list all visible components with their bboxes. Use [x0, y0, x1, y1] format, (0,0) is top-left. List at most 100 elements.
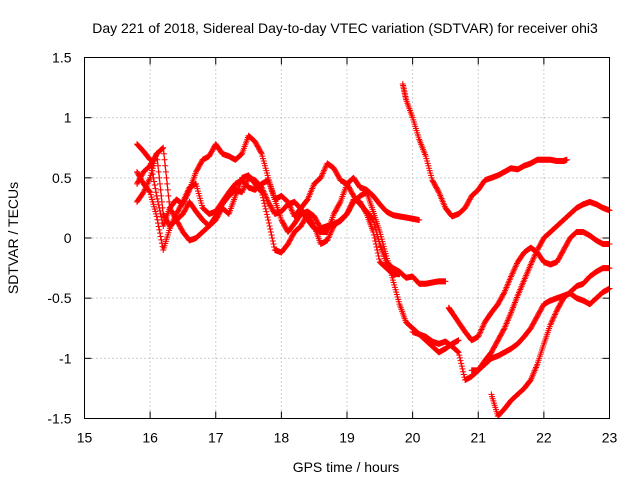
data-point [435, 188, 442, 195]
data-point [457, 357, 464, 364]
x-tick-label: 18 [274, 430, 290, 446]
data-point [265, 219, 272, 226]
series-arc-3 [134, 144, 423, 244]
x-tick-label: 23 [602, 430, 618, 446]
data-point [479, 325, 486, 332]
data-point [550, 314, 557, 321]
data-point [511, 266, 518, 273]
data-point [454, 348, 461, 355]
data-point [162, 168, 169, 175]
data-point [529, 258, 536, 265]
data-point [141, 186, 148, 193]
data-point [480, 322, 487, 329]
x-tick-label: 17 [208, 430, 224, 446]
data-point [268, 231, 275, 238]
grid [84, 57, 610, 419]
data-point [158, 192, 165, 199]
data-point [528, 260, 535, 267]
data-point [372, 238, 379, 245]
series-arc-8 [488, 265, 613, 420]
data-point [456, 354, 463, 361]
data-point [155, 168, 162, 175]
x-tick-label: 21 [470, 430, 486, 446]
data-point [456, 352, 463, 359]
data-point [155, 223, 162, 230]
data-point [156, 226, 163, 233]
data-point [454, 348, 461, 355]
y-tick-label: 1 [64, 110, 72, 126]
data-point [375, 253, 382, 260]
data-point [258, 188, 265, 195]
data-point [527, 261, 534, 268]
data-point [267, 228, 274, 235]
x-tick-label: 19 [339, 430, 355, 446]
series-arc-7 [445, 228, 613, 344]
data-point [239, 189, 245, 196]
data-point [326, 231, 333, 238]
data-point [159, 145, 166, 152]
data-point [370, 231, 377, 238]
series-layer [134, 80, 613, 420]
data-point [324, 235, 331, 242]
data-point [548, 318, 555, 325]
y-tick-label: 0.5 [52, 170, 72, 186]
data-point [260, 194, 266, 201]
data-point [179, 200, 186, 207]
data-point [321, 167, 328, 174]
series-line [402, 83, 567, 217]
data-point [475, 333, 482, 340]
data-point [164, 180, 171, 187]
data-point [144, 180, 151, 187]
data-point [156, 180, 163, 187]
data-point [262, 205, 269, 212]
data-point [269, 235, 276, 241]
data-point [241, 183, 248, 190]
data-point [161, 156, 168, 163]
data-point [325, 234, 332, 241]
data-point [270, 241, 277, 248]
x-tick-label: 20 [405, 430, 421, 446]
data-point [269, 238, 276, 245]
data-point [142, 184, 149, 191]
data-point [165, 192, 172, 199]
data-point [345, 208, 352, 215]
data-point [158, 236, 165, 243]
data-point [140, 189, 147, 196]
data-point [158, 198, 165, 205]
data-point [183, 190, 190, 197]
data-point [548, 320, 555, 327]
data-point [156, 230, 163, 237]
data-point [260, 197, 267, 204]
data-point [477, 327, 484, 334]
data-point [455, 349, 462, 356]
data-point [182, 193, 189, 200]
data-point [271, 244, 278, 251]
data-point [289, 209, 296, 216]
data-point [258, 149, 265, 156]
series-arc-5 [399, 80, 570, 220]
data-point [326, 233, 333, 240]
data-point [327, 230, 334, 237]
data-point [551, 312, 558, 319]
data-point [319, 170, 326, 177]
data-point [552, 311, 559, 318]
y-tick-label: -1.5 [47, 411, 71, 427]
data-point [155, 220, 161, 227]
data-point [416, 216, 423, 223]
data-point [530, 255, 537, 262]
x-tick-label: 15 [77, 430, 93, 446]
data-point [460, 368, 467, 375]
data-point [158, 145, 165, 152]
x-tick-label: 16 [142, 430, 158, 446]
y-tick-label: -1 [59, 350, 72, 366]
data-point [146, 188, 153, 195]
data-point [160, 150, 167, 157]
data-point [156, 174, 163, 181]
data-point [508, 272, 515, 279]
data-point [152, 185, 159, 192]
data-point [500, 326, 507, 333]
data-point [143, 183, 150, 190]
data-point [156, 207, 163, 214]
data-point [322, 164, 329, 171]
